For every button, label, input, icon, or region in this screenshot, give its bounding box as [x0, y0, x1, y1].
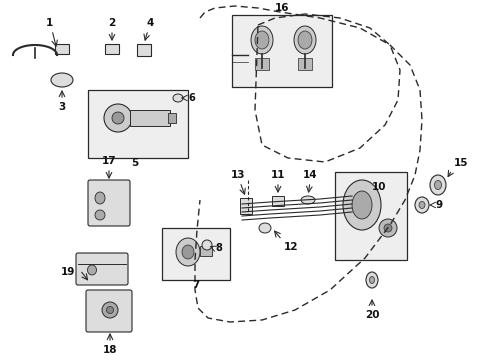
Ellipse shape: [369, 276, 374, 284]
Text: 8: 8: [215, 243, 222, 253]
Bar: [88, 90, 187, 158]
Text: 9: 9: [434, 200, 441, 210]
Text: 12: 12: [284, 242, 298, 252]
Ellipse shape: [95, 192, 105, 204]
Ellipse shape: [342, 180, 380, 230]
Text: 17: 17: [102, 156, 116, 166]
Bar: [105, 44, 119, 54]
Text: 5: 5: [131, 158, 138, 168]
Ellipse shape: [112, 112, 124, 124]
Ellipse shape: [293, 26, 315, 54]
FancyBboxPatch shape: [76, 253, 128, 285]
Bar: [231, 15, 331, 87]
Bar: [162, 228, 229, 280]
Ellipse shape: [173, 94, 183, 102]
FancyBboxPatch shape: [88, 180, 130, 226]
Text: 6: 6: [187, 93, 194, 103]
Text: 11: 11: [270, 170, 285, 180]
Ellipse shape: [351, 191, 371, 219]
Ellipse shape: [104, 104, 132, 132]
Text: 15: 15: [453, 158, 468, 168]
Bar: [334, 172, 406, 260]
Text: 19: 19: [61, 267, 75, 277]
Text: 14: 14: [302, 170, 317, 180]
Ellipse shape: [365, 272, 377, 288]
Text: 7: 7: [192, 280, 199, 290]
Bar: [297, 58, 311, 70]
Bar: [55, 44, 69, 54]
Ellipse shape: [254, 31, 268, 49]
Ellipse shape: [429, 175, 445, 195]
Text: 3: 3: [58, 102, 65, 112]
Ellipse shape: [259, 223, 270, 233]
Ellipse shape: [95, 210, 105, 220]
Bar: [168, 113, 176, 123]
Ellipse shape: [297, 31, 311, 49]
Ellipse shape: [383, 224, 391, 232]
FancyBboxPatch shape: [86, 290, 132, 332]
Text: 2: 2: [108, 18, 115, 28]
Ellipse shape: [202, 240, 212, 250]
Text: 18: 18: [102, 345, 117, 355]
Ellipse shape: [106, 306, 113, 314]
Bar: [254, 58, 268, 70]
Text: 16: 16: [274, 3, 289, 13]
Text: 20: 20: [364, 310, 379, 320]
Text: 10: 10: [371, 182, 386, 192]
Ellipse shape: [176, 238, 200, 266]
Bar: [130, 110, 170, 126]
Ellipse shape: [301, 196, 314, 204]
Bar: [200, 246, 212, 256]
Bar: [240, 198, 251, 214]
Text: 4: 4: [146, 18, 153, 28]
Ellipse shape: [182, 245, 194, 259]
Ellipse shape: [378, 219, 396, 237]
Ellipse shape: [434, 180, 441, 189]
Ellipse shape: [418, 202, 424, 208]
Text: 1: 1: [45, 18, 53, 28]
Ellipse shape: [414, 197, 428, 213]
Ellipse shape: [51, 73, 73, 87]
Ellipse shape: [102, 302, 118, 318]
Bar: [137, 44, 151, 56]
Ellipse shape: [250, 26, 272, 54]
Bar: [271, 196, 284, 206]
Ellipse shape: [87, 265, 96, 275]
Text: 13: 13: [230, 170, 245, 180]
